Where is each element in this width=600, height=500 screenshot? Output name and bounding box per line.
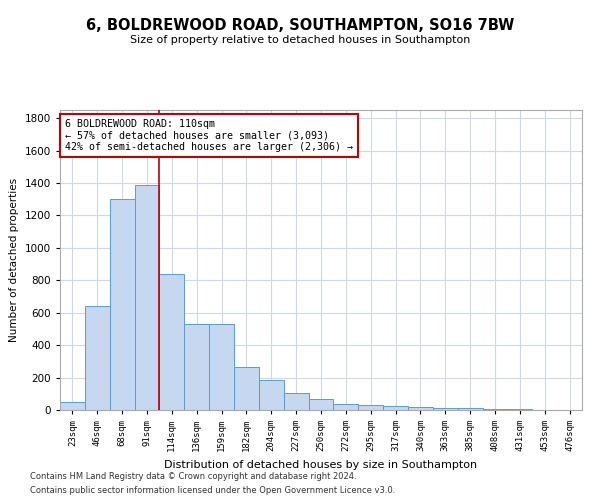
Bar: [160, 274, 184, 410]
Bar: [308, 400, 334, 410]
Text: 6 BOLDREWOOD ROAD: 110sqm
← 57% of detached houses are smaller (3,093)
42% of se: 6 BOLDREWOOD ROAD: 110sqm ← 57% of detac…: [65, 119, 353, 152]
Bar: [184, 324, 209, 410]
Bar: [110, 199, 134, 410]
Text: Contains HM Land Registry data © Crown copyright and database right 2024.: Contains HM Land Registry data © Crown c…: [30, 472, 356, 481]
Y-axis label: Number of detached properties: Number of detached properties: [9, 178, 19, 342]
Bar: [259, 380, 284, 410]
Bar: [383, 406, 408, 410]
Text: Size of property relative to detached houses in Southampton: Size of property relative to detached ho…: [130, 35, 470, 45]
Bar: [85, 306, 110, 410]
Bar: [358, 405, 383, 410]
Bar: [458, 408, 482, 410]
Bar: [408, 407, 433, 410]
Text: 6, BOLDREWOOD ROAD, SOUTHAMPTON, SO16 7BW: 6, BOLDREWOOD ROAD, SOUTHAMPTON, SO16 7B…: [86, 18, 514, 32]
Bar: [234, 367, 259, 410]
Bar: [482, 408, 508, 410]
Bar: [433, 408, 458, 410]
Bar: [209, 324, 234, 410]
Text: Contains public sector information licensed under the Open Government Licence v3: Contains public sector information licen…: [30, 486, 395, 495]
X-axis label: Distribution of detached houses by size in Southampton: Distribution of detached houses by size …: [164, 460, 478, 469]
Bar: [334, 404, 358, 410]
Bar: [134, 184, 160, 410]
Bar: [284, 393, 308, 410]
Bar: [60, 402, 85, 410]
Bar: [508, 409, 532, 410]
